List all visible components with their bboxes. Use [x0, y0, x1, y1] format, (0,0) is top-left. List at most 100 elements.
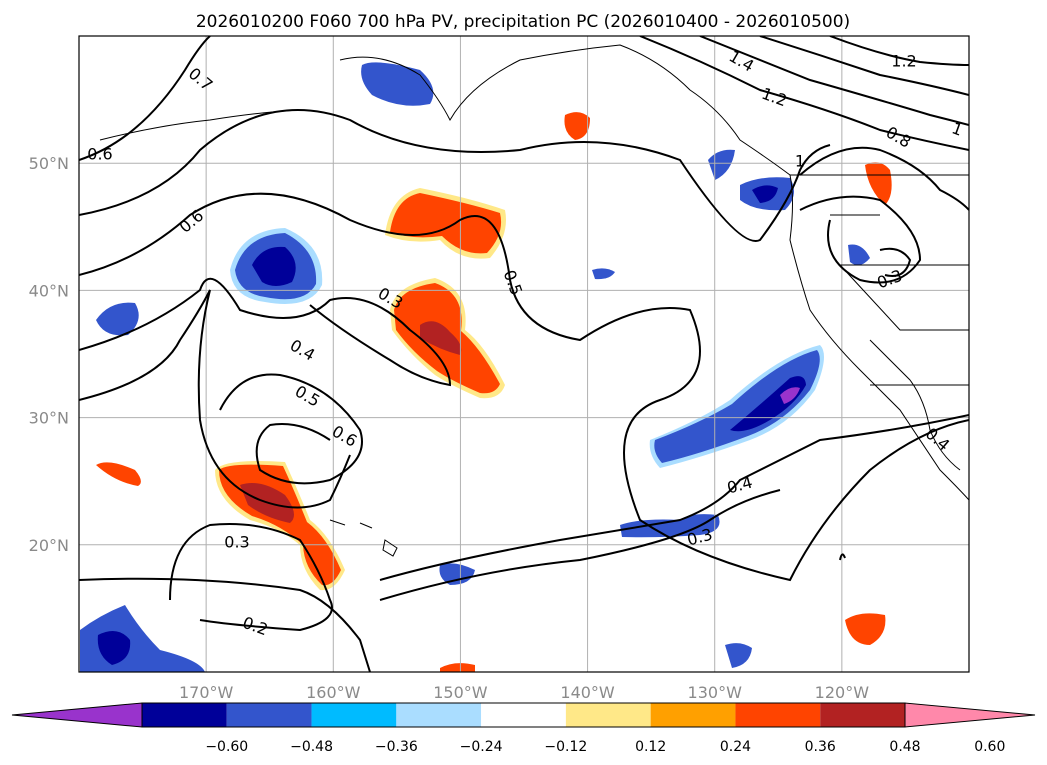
- precip-blob-neg: [725, 643, 752, 668]
- contour-label: 0.2: [240, 613, 270, 640]
- contour-line: [799, 146, 969, 211]
- colorbar-segment: [565, 703, 651, 727]
- contour-label: 0.5: [292, 382, 324, 411]
- colorbar-tick-label: 0.60: [974, 739, 1005, 755]
- x-tick-label: 120°W: [815, 683, 870, 702]
- precip-blob-pos: [440, 663, 475, 672]
- contour-line: [79, 289, 351, 509]
- precip-blob-pos: [390, 193, 502, 254]
- colorbar-extend-high: [904, 702, 1036, 728]
- colorbar-tick-label: −0.12: [544, 739, 587, 755]
- precip-blob-neg: [361, 62, 434, 106]
- colorbar-segment: [820, 703, 905, 727]
- hawaii: [329, 519, 398, 557]
- colorbar-segment: [396, 703, 482, 727]
- colorbar-frame: [141, 702, 906, 728]
- precip-blob-pos: [845, 613, 886, 645]
- contour-label: 0.7: [185, 64, 217, 95]
- x-tick-label: 150°W: [433, 683, 488, 702]
- precip-blob-neg: [439, 563, 475, 585]
- x-tick-label: 170°W: [179, 683, 234, 702]
- colorbar-segment: [142, 703, 227, 727]
- colorbar-segment: [481, 703, 566, 727]
- contour-label: 0.3: [224, 533, 249, 552]
- y-tick-labels: 50°N 40°N 30°N 20°N: [29, 154, 69, 555]
- contour-line: [79, 277, 452, 387]
- precip-blob-neg: [654, 350, 820, 463]
- coastline-alaska: [339, 44, 969, 501]
- precip-blob-pos: [420, 321, 462, 355]
- colorbar-tick-label: −0.36: [375, 739, 418, 755]
- x-tick-label: 130°W: [688, 683, 743, 702]
- aleutians: [99, 109, 301, 141]
- contour-label: 0.4: [725, 473, 755, 498]
- x-tick-label: 140°W: [560, 683, 615, 702]
- contour-label: 0.4: [287, 336, 319, 365]
- precip-blob-neg: [96, 302, 139, 336]
- precip-blob-neg: [592, 268, 615, 280]
- contour-line: [79, 36, 211, 161]
- contour-line: [219, 373, 363, 485]
- colorbar-tick-label: 0.36: [805, 739, 836, 755]
- colorbar-tick-label: −0.60: [205, 739, 248, 755]
- contour-label: 0.3: [874, 266, 904, 293]
- x-tick-label: 160°W: [306, 683, 361, 702]
- y-tick-label: 40°N: [29, 281, 69, 300]
- colorbar-segment: [226, 703, 312, 727]
- gridlines: [79, 36, 969, 672]
- colorbar-segment: [311, 703, 397, 727]
- contour-line: [379, 489, 781, 601]
- contour-label: 1: [795, 152, 805, 171]
- y-tick-label: 20°N: [29, 536, 69, 555]
- contour-line: [699, 36, 969, 126]
- colorbar-tick-label: 0.12: [635, 739, 666, 755]
- map-frame: [78, 35, 970, 673]
- colorbar-extend-low: [11, 702, 143, 728]
- precip-blob-neg: [752, 185, 778, 203]
- contour-line: [79, 192, 969, 582]
- pv-contours: [79, 36, 969, 672]
- contour-label: 0.6: [87, 145, 112, 164]
- contour-line: [759, 36, 969, 96]
- colorbar: −0.60 −0.48 −0.36 −0.24 −0.12 0.12 0.24 0.36 0.4…: [11, 702, 1036, 755]
- precip-blob-neg: [97, 631, 131, 665]
- precip-blob-pos: [96, 462, 141, 486]
- precip-blob-neg: [708, 149, 735, 180]
- colorbar-tick-label: 0.24: [720, 739, 751, 755]
- colorbar-tick-label: −0.48: [290, 739, 333, 755]
- contour-line: [799, 195, 922, 284]
- contour-line: [379, 414, 969, 581]
- contour-label: 0.6: [176, 206, 208, 237]
- colorbar-tick-label: 0.48: [889, 739, 920, 755]
- chart-title: 2026010200 F060 700 hPa PV, precipitatio…: [196, 12, 850, 32]
- contour-label: 1: [949, 118, 965, 139]
- contour-label: 0.8: [883, 123, 915, 152]
- x-tick-labels: 170°W 160°W 150°W 140°W 130°W 120°W: [179, 683, 869, 702]
- map-area: [79, 36, 969, 672]
- precip-blob-neg: [848, 244, 870, 266]
- contour-line: [839, 553, 846, 561]
- state-border: [830, 214, 969, 331]
- colorbar-tick-label: −0.24: [460, 739, 503, 755]
- contour-label: 1.4: [726, 47, 758, 76]
- contour-line: [169, 523, 333, 632]
- contour-line: [79, 577, 371, 672]
- y-tick-label: 30°N: [29, 409, 69, 428]
- contour-label: 1.2: [759, 84, 789, 111]
- contour-line: [79, 109, 831, 242]
- colorbar-segment: [650, 703, 736, 727]
- coastline-mexico: [869, 339, 961, 471]
- contour-label: 0.5: [500, 267, 527, 297]
- y-tick-label: 50°N: [29, 154, 69, 173]
- precip-blob-pos: [865, 162, 892, 205]
- coastlines: [99, 44, 969, 557]
- contour-line: [639, 36, 969, 151]
- contour-line: [879, 247, 912, 277]
- precip-blob-neg: [252, 246, 296, 286]
- precip-blob-pos: [564, 112, 590, 140]
- precip-blob-neg: [620, 514, 720, 538]
- precip-blob-neg: [780, 387, 800, 404]
- contour-label: 1.2: [891, 52, 916, 71]
- colorbar-segment: [735, 703, 821, 727]
